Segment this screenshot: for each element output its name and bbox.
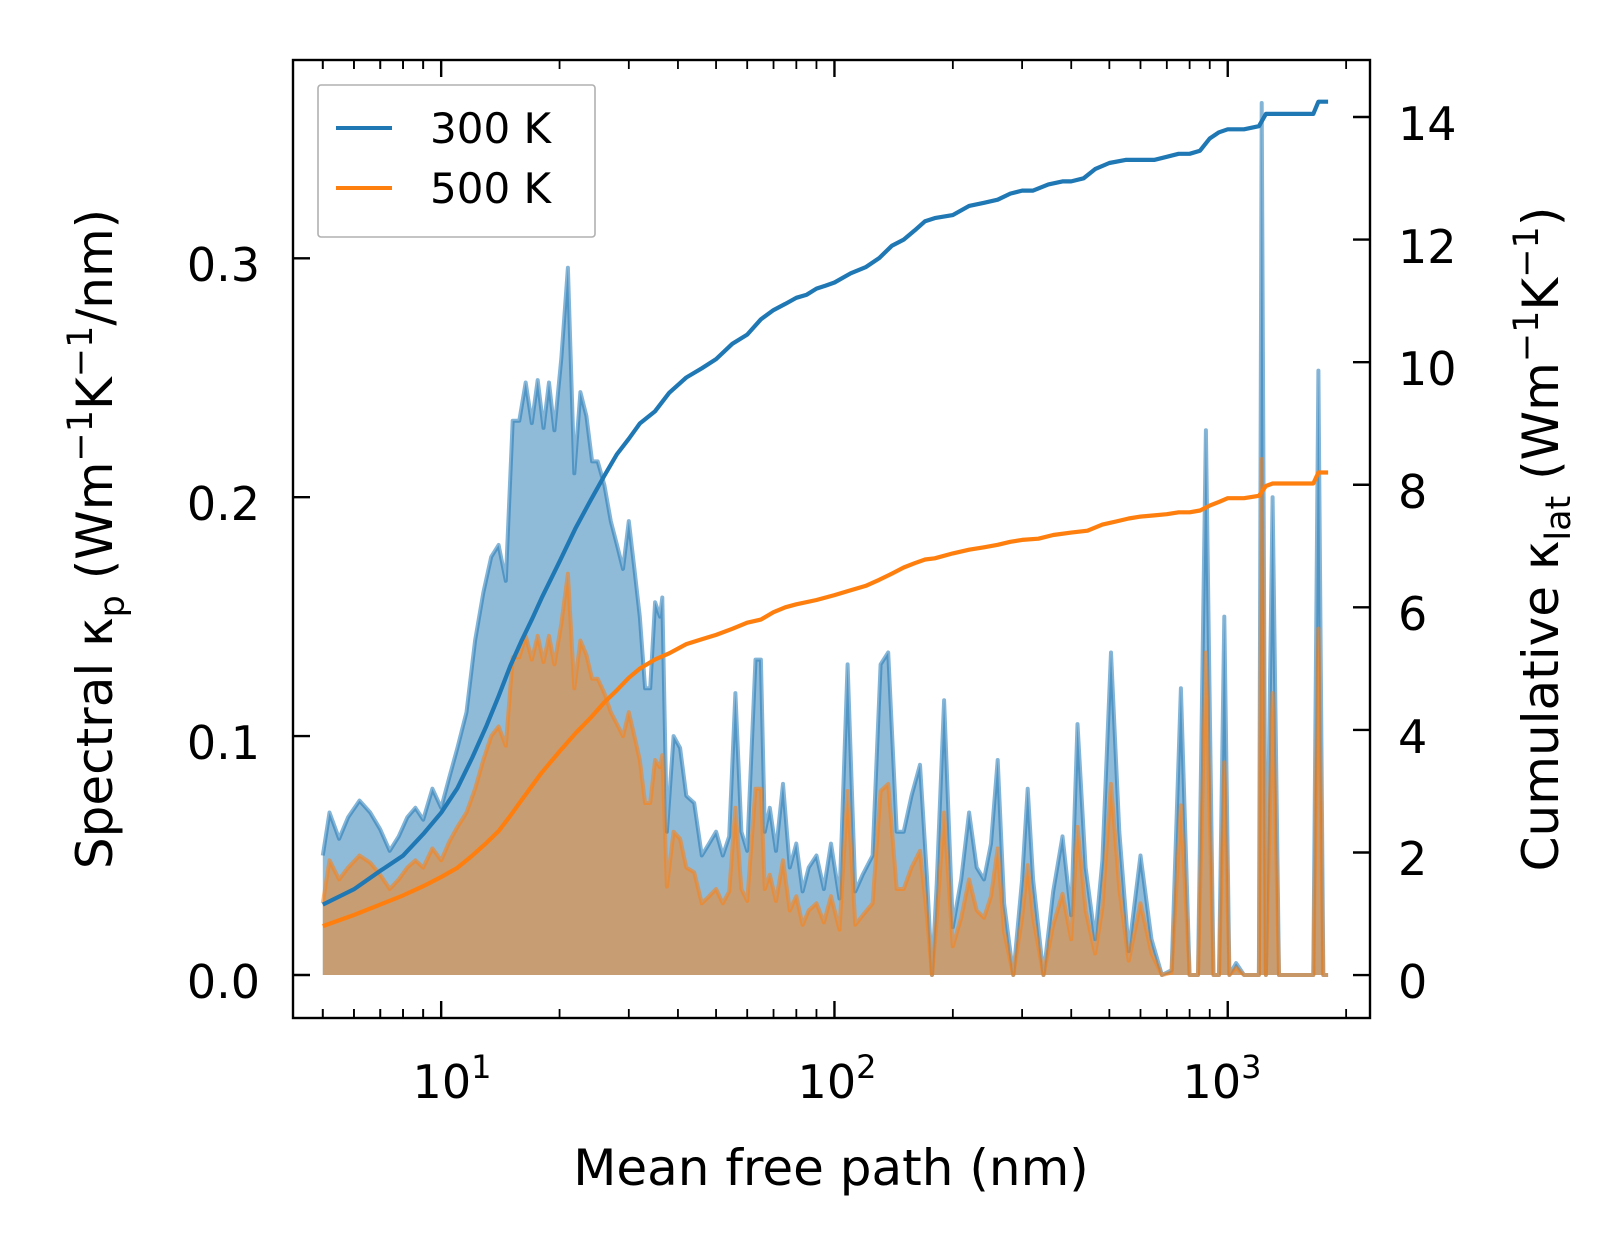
x-tick-labels: 101 102 103 xyxy=(413,1048,1262,1109)
y-left-tick-label-0.1: 0.1 xyxy=(187,716,260,770)
spectral-line-500k xyxy=(320,457,1329,977)
cumulative-line-300k xyxy=(321,99,1329,907)
legend-label-300k: 300 K xyxy=(430,104,553,153)
y-left-tick-label-0: 0.0 xyxy=(187,955,260,1009)
legend-box xyxy=(317,84,596,238)
y-right-axis-label: Cumulative κlat (Wm−1K−1) xyxy=(1507,207,1579,872)
y-left-axis-label: Spectral κp (Wm−1K−1/nm) xyxy=(61,209,133,869)
plot-area xyxy=(320,99,1329,977)
y-right-tick-label-10: 10 xyxy=(1398,342,1457,396)
axis-ticks xyxy=(293,60,1370,1018)
y-right-tick-label-0: 0 xyxy=(1398,955,1427,1009)
y-right-tick-label-14: 14 xyxy=(1398,97,1457,151)
cumulative-line-500k xyxy=(322,470,1329,929)
y-right-tick-label-6: 6 xyxy=(1398,587,1427,641)
x-tick-label-100: 102 xyxy=(798,1048,877,1109)
y-right-tick-label-12: 12 xyxy=(1398,220,1457,274)
y-left-tick-label-0.2: 0.2 xyxy=(187,477,260,531)
y-right-tick-label-4: 4 xyxy=(1398,710,1427,764)
y-right-tick-labels: 0 2 4 6 8 10 12 14 xyxy=(1398,97,1457,1009)
x-tick-label-1000: 103 xyxy=(1183,1048,1262,1109)
y-left-tick-labels: 0.0 0.1 0.2 0.3 xyxy=(187,238,260,1009)
y-right-tick-label-2: 2 xyxy=(1398,832,1427,886)
x-axis-label: Mean free path (nm) xyxy=(573,1139,1089,1197)
x-tick-label-10: 101 xyxy=(413,1048,492,1109)
y-right-tick-label-8: 8 xyxy=(1398,465,1427,519)
y-left-tick-label-0.3: 0.3 xyxy=(187,238,260,292)
plot-frame xyxy=(291,58,1372,1020)
legend-label-500k: 500 K xyxy=(430,164,553,213)
legend: 300 K 500 K xyxy=(317,84,596,238)
